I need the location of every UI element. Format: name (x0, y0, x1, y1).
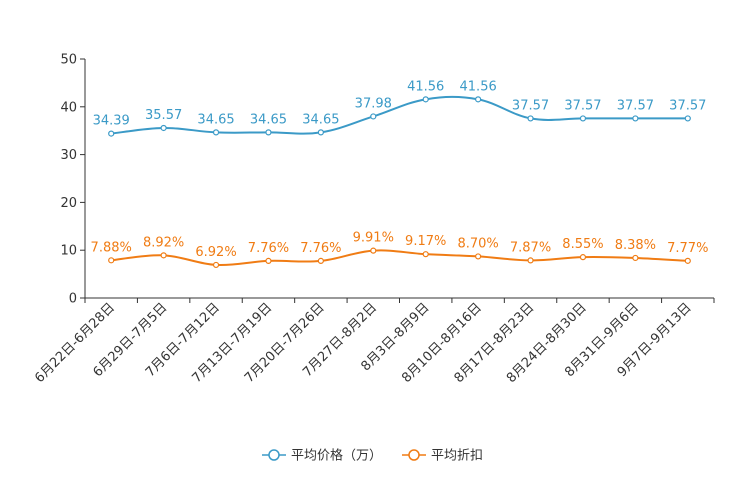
series-2: 7.88% 8.92% 6.92% 7.76% 7.76% 9.91% 9.17% 8.70%… (91, 231, 708, 269)
data-label: 35.57 (145, 108, 182, 123)
series-1: 34.39 35.57 34.65 34.65 34.65 37.98 41.56 41.56… (93, 79, 706, 137)
y-tick-label: 50 (60, 53, 77, 68)
data-label: 6.92% (195, 245, 236, 260)
legend-label: 平均折扣 (431, 449, 483, 464)
data-label: 7.76% (300, 241, 341, 256)
data-point[interactable] (160, 124, 167, 132)
y-tick-label: 0 (69, 292, 77, 307)
data-point[interactable] (265, 129, 272, 136)
data-point[interactable] (422, 251, 429, 258)
data-point[interactable] (212, 129, 220, 136)
data-label: 37.57 (564, 98, 601, 113)
data-label: 34.39 (93, 114, 130, 129)
data-point[interactable] (579, 115, 587, 122)
data-label: 8.92% (143, 235, 184, 250)
legend[interactable]: 平均价格（万） 平均折扣 (262, 448, 483, 464)
y-tick-label: 30 (60, 148, 77, 163)
data-label: 34.65 (197, 112, 234, 127)
data-label: 34.65 (302, 112, 339, 127)
data-point[interactable] (108, 130, 115, 137)
data-label: 9.91% (353, 231, 394, 246)
data-point[interactable] (317, 129, 324, 136)
legend-marker-icon (268, 449, 280, 461)
y-tick-label: 20 (60, 196, 77, 211)
y-tick-label: 40 (60, 100, 77, 115)
legend-label: 平均价格（万） (291, 448, 382, 464)
data-point[interactable] (527, 257, 534, 264)
data-point[interactable] (632, 254, 639, 262)
data-label: 37.57 (669, 98, 706, 113)
data-label: 37.57 (617, 98, 654, 113)
data-label: 7.87% (510, 240, 551, 255)
data-label: 7.77% (667, 241, 708, 256)
data-label: 37.57 (512, 98, 549, 113)
data-point[interactable] (317, 257, 324, 265)
data-point[interactable] (684, 257, 691, 264)
data-label: 7.88% (91, 240, 132, 255)
series-layer: 34.39 35.57 34.65 34.65 34.65 37.98 41.56 41.56… (91, 79, 708, 269)
data-label: 8.70% (457, 236, 498, 251)
data-label: 9.17% (405, 234, 446, 249)
series-line (111, 249, 688, 267)
y-tick-label: 10 (60, 244, 77, 259)
data-point[interactable] (684, 115, 691, 122)
data-point[interactable] (370, 113, 377, 120)
data-point[interactable] (108, 257, 115, 264)
data-point[interactable] (475, 253, 482, 260)
data-point[interactable] (475, 96, 482, 103)
legend-item-2[interactable]: 平均折扣 (402, 449, 483, 464)
data-label: 8.38% (615, 238, 656, 253)
data-label: 34.65 (250, 112, 287, 127)
data-point[interactable] (579, 254, 587, 261)
data-point[interactable] (212, 261, 220, 269)
legend-item-1[interactable]: 平均价格（万） (262, 448, 382, 464)
data-label: 8.55% (562, 237, 603, 252)
data-label: 7.76% (248, 241, 289, 256)
data-label: 37.98 (355, 96, 392, 111)
data-point[interactable] (527, 115, 534, 122)
data-label: 41.56 (460, 79, 497, 94)
legend-marker-icon (408, 449, 420, 461)
series-line (111, 95, 688, 135)
data-point[interactable] (160, 252, 167, 259)
data-point[interactable] (422, 96, 429, 103)
data-point[interactable] (265, 257, 272, 265)
data-point[interactable] (632, 115, 639, 122)
data-point[interactable] (370, 247, 377, 254)
data-label: 41.56 (407, 79, 444, 94)
